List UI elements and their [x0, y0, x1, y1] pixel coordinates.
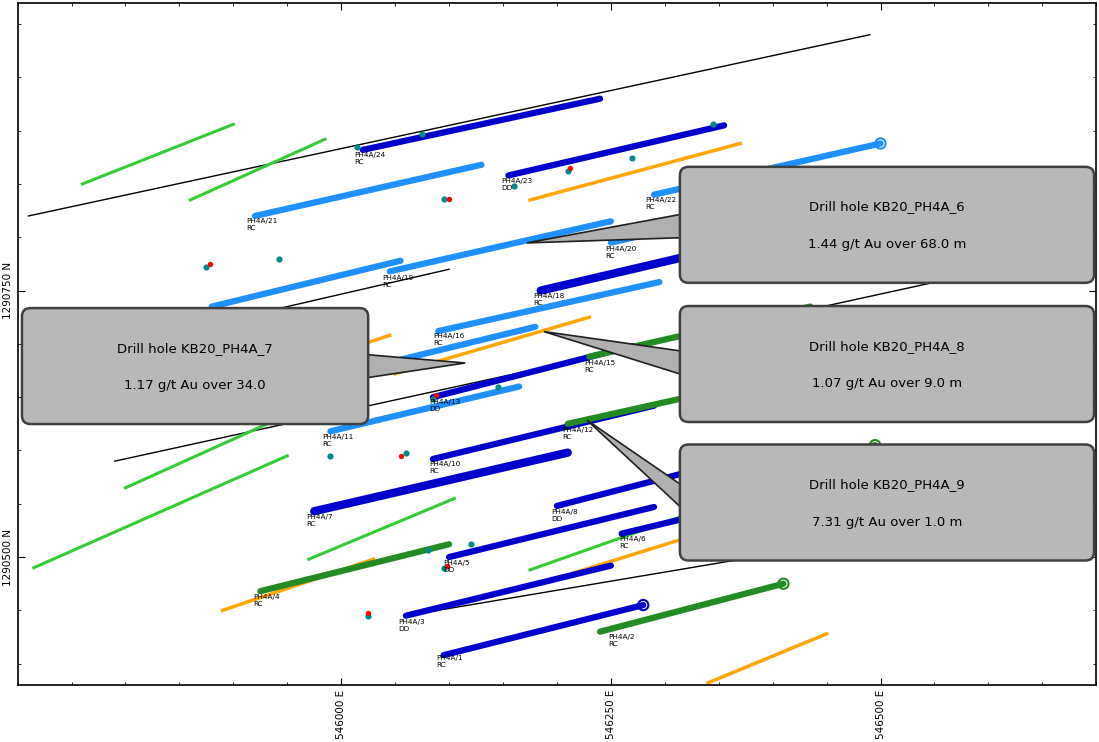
Text: PH4A/14
RC: PH4A/14 RC	[318, 381, 348, 394]
Text: PH4A/3
DD: PH4A/3 DD	[398, 619, 425, 632]
Point	[441, 193, 458, 205]
FancyBboxPatch shape	[680, 306, 1095, 422]
Text: PH4A/10
RC: PH4A/10 RC	[430, 461, 460, 474]
Text: Drill hole KB20_PH4A_7: Drill hole KB20_PH4A_7	[118, 342, 273, 355]
Polygon shape	[526, 213, 688, 243]
Point	[818, 479, 835, 490]
Text: PH4A/7
RC: PH4A/7 RC	[307, 514, 333, 528]
Text: PH4A/21
RC: PH4A/21 RC	[246, 218, 278, 231]
Point	[435, 193, 453, 205]
Point	[872, 137, 889, 149]
Point	[413, 128, 431, 139]
Text: Drill hole KB20_PH4A_9: Drill hole KB20_PH4A_9	[809, 478, 965, 491]
Text: 1.17 g/t Au over 34.0: 1.17 g/t Au over 34.0	[124, 379, 266, 393]
Point	[559, 165, 577, 177]
Text: Drill hole KB20_PH4A_8: Drill hole KB20_PH4A_8	[809, 340, 965, 352]
Text: PH4A/6
RC: PH4A/6 RC	[620, 536, 646, 549]
Text: PH4A/9
RC: PH4A/9 RC	[695, 495, 722, 508]
FancyBboxPatch shape	[680, 444, 1095, 560]
Text: 1.07 g/t Au over 9.0 m: 1.07 g/t Au over 9.0 m	[812, 377, 962, 390]
Text: 7.31 g/t Au over 1.0 m: 7.31 g/t Au over 1.0 m	[812, 516, 962, 529]
Text: 1.44 g/t Au over 68.0 m: 1.44 g/t Au over 68.0 m	[808, 238, 966, 251]
Text: PH4A/12
RC: PH4A/12 RC	[563, 427, 593, 440]
Text: PH4A/5
DD: PH4A/5 DD	[444, 560, 470, 574]
Text: PH4A/11
RC: PH4A/11 RC	[322, 435, 353, 447]
Text: PH4A/1
RC: PH4A/1 RC	[436, 655, 463, 668]
FancyBboxPatch shape	[680, 167, 1095, 283]
Point	[397, 447, 414, 459]
Point	[796, 223, 813, 234]
Point	[704, 119, 722, 131]
Point	[623, 152, 641, 164]
FancyBboxPatch shape	[22, 308, 368, 424]
Text: PH4A/17
RC: PH4A/17 RC	[203, 309, 234, 323]
Text: PH4A/8
DD: PH4A/8 DD	[552, 509, 578, 522]
Polygon shape	[360, 354, 465, 378]
Point	[322, 450, 340, 462]
Polygon shape	[544, 332, 688, 377]
Point	[775, 578, 792, 590]
Text: PH4A/20
RC: PH4A/20 RC	[606, 246, 636, 259]
Text: PH4A/4
RC: PH4A/4 RC	[253, 594, 279, 608]
Text: PH4A/19
RC: PH4A/19 RC	[382, 275, 413, 288]
Point	[391, 450, 409, 462]
Text: Drill hole KB20_PH4A_6: Drill hole KB20_PH4A_6	[809, 200, 965, 214]
Point	[359, 610, 377, 622]
Point	[419, 544, 436, 556]
Point	[428, 389, 445, 401]
Point	[562, 162, 579, 174]
Point	[359, 606, 377, 618]
Point	[489, 381, 507, 393]
Point	[506, 180, 523, 192]
Text: PH4A/18
RC: PH4A/18 RC	[533, 292, 565, 306]
Point	[634, 599, 652, 611]
Point	[435, 562, 453, 574]
Text: PH4A/13
DD: PH4A/13 DD	[430, 399, 460, 413]
Point	[201, 258, 219, 270]
Point	[439, 559, 456, 571]
Polygon shape	[587, 420, 688, 514]
Point	[270, 253, 288, 265]
Point	[348, 141, 366, 153]
Text: PH4A/24
RC: PH4A/24 RC	[354, 152, 386, 165]
Text: PH4A/16
RC: PH4A/16 RC	[433, 333, 464, 347]
Point	[424, 393, 442, 405]
Text: PH4A/23
DD: PH4A/23 DD	[501, 177, 532, 191]
Text: PH4A/22
RC: PH4A/22 RC	[645, 197, 677, 210]
Text: PH4A/2
RC: PH4A/2 RC	[609, 634, 635, 647]
Text: PH4A/15
RC: PH4A/15 RC	[584, 360, 615, 373]
Point	[866, 439, 884, 451]
Point	[198, 261, 215, 273]
Point	[462, 539, 479, 551]
